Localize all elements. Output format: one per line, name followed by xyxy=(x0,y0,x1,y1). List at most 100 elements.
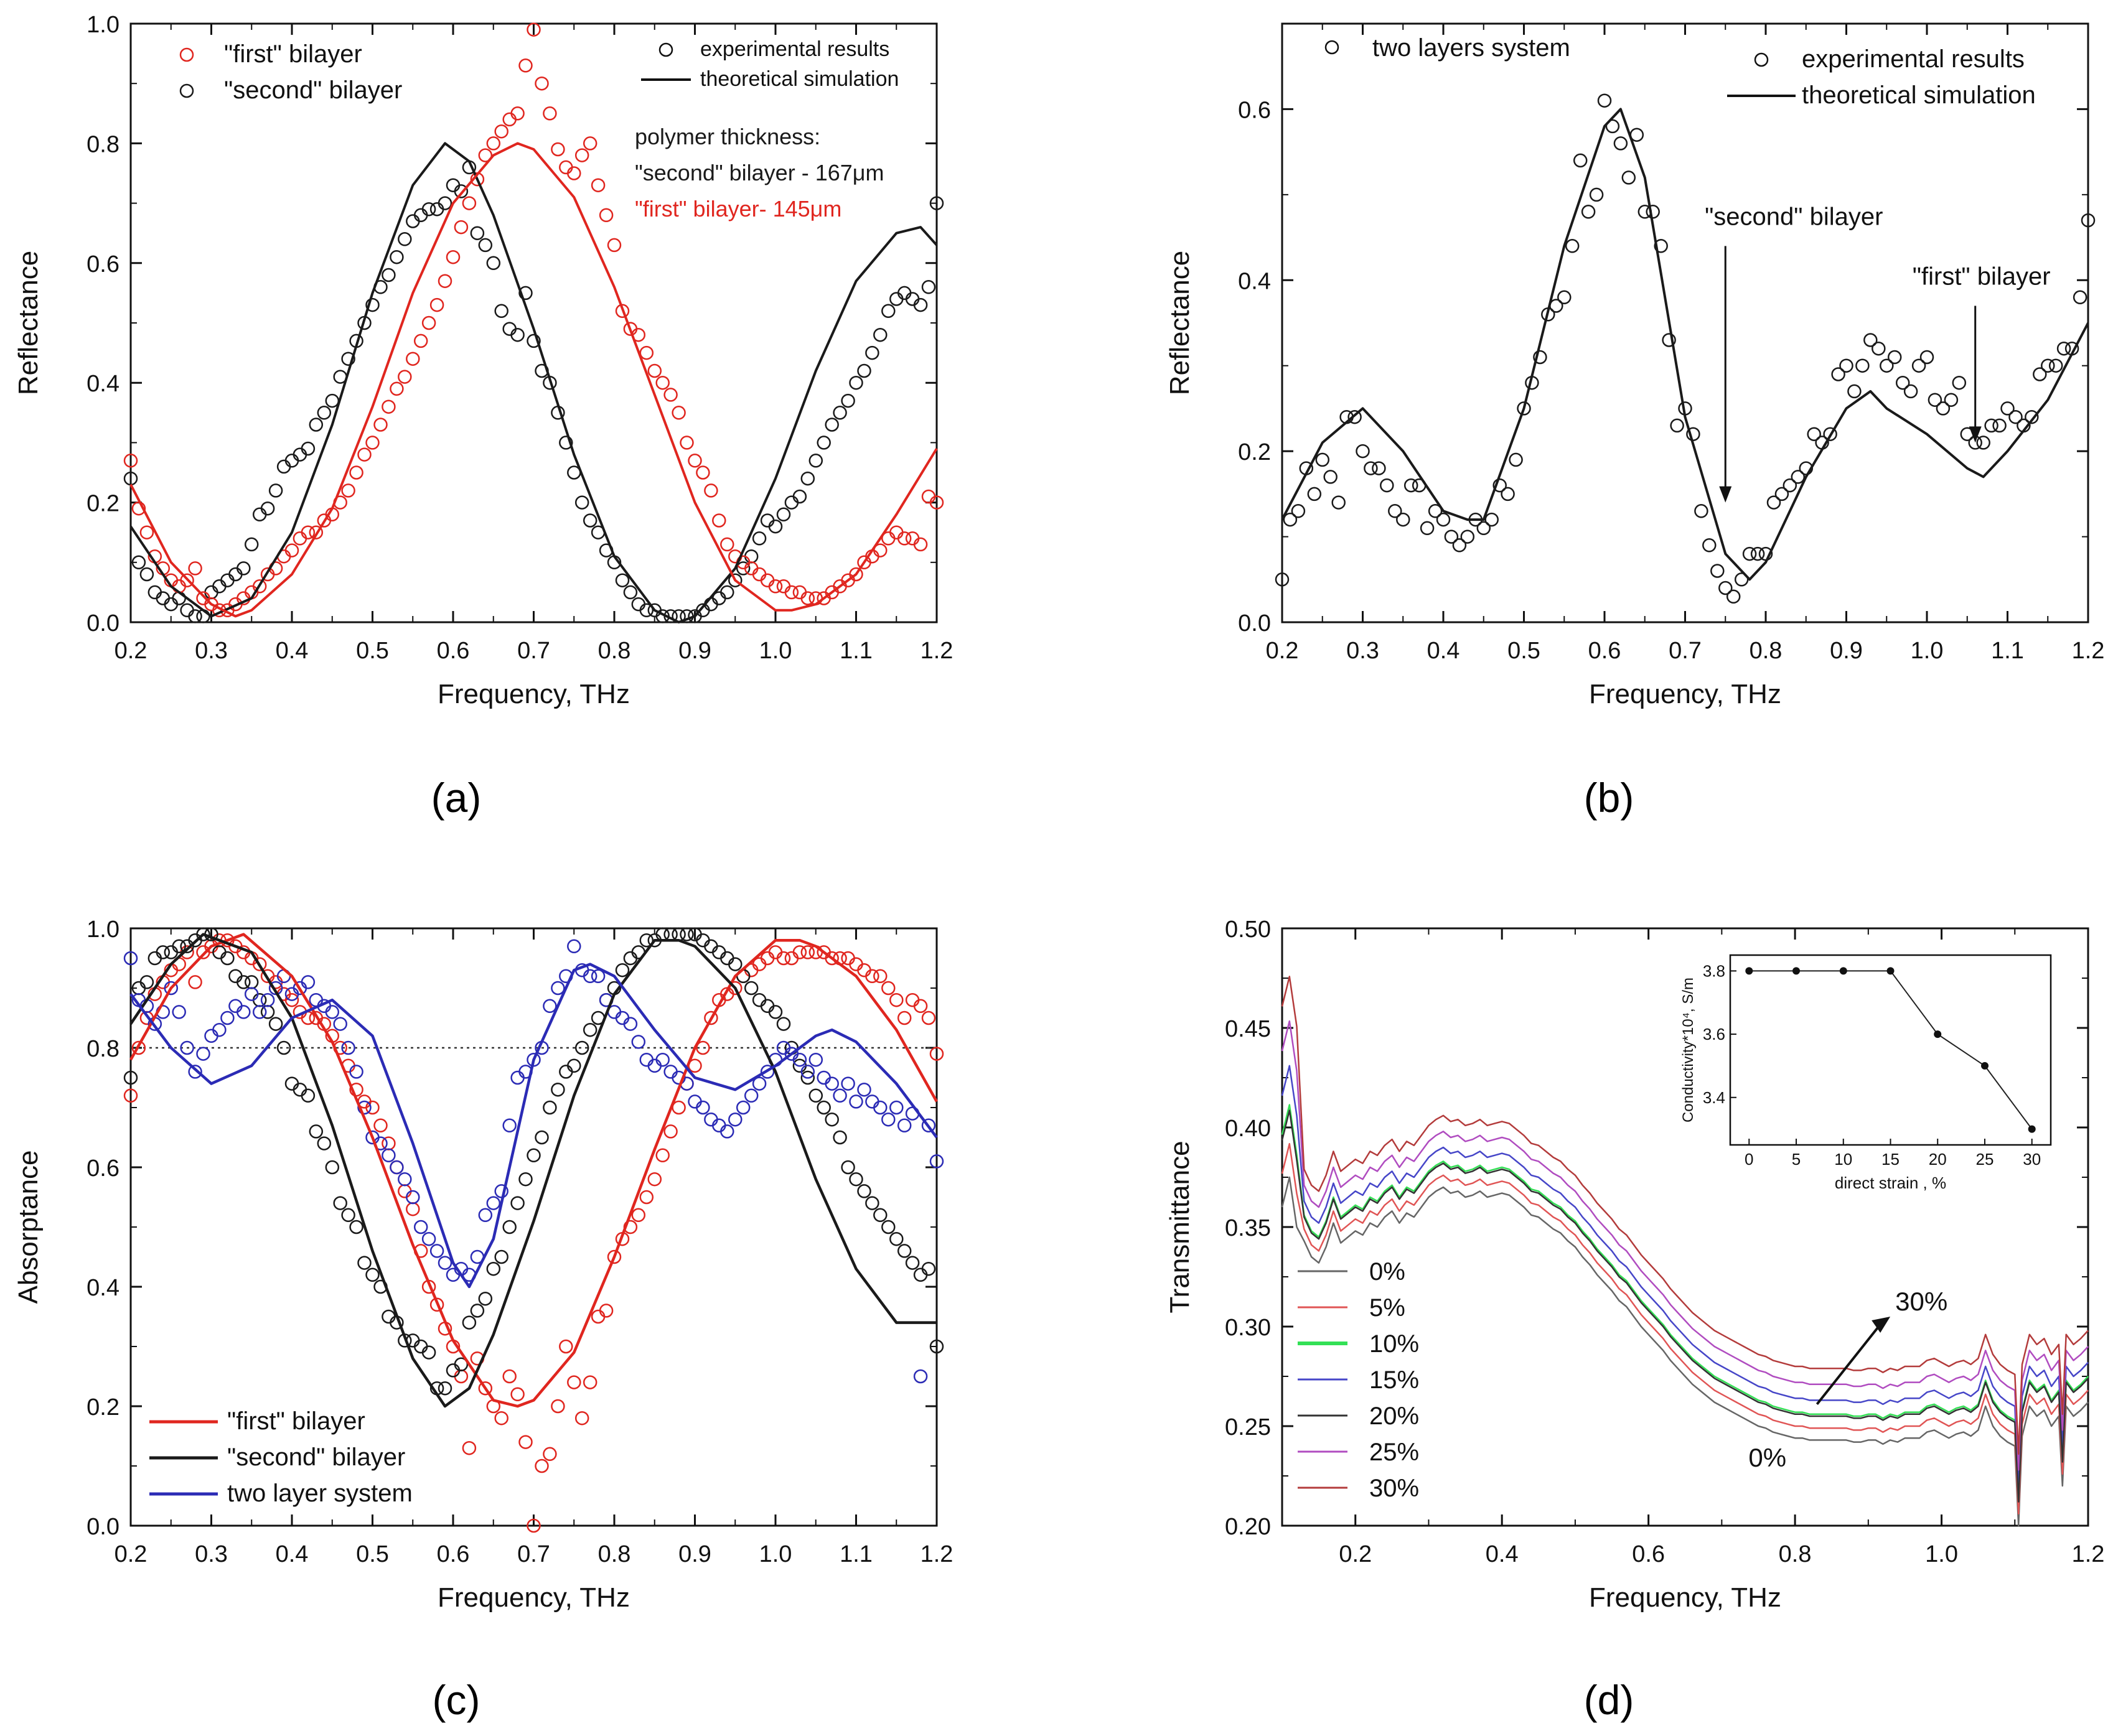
inset-point xyxy=(2028,1125,2036,1133)
x-tick-label: 1.0 xyxy=(759,638,792,664)
annotation-label: "first" bilayer xyxy=(1913,263,2051,291)
scatter-point-black xyxy=(744,981,759,996)
scatter-point-red xyxy=(889,525,904,539)
transmittance-series xyxy=(1281,1176,2089,1527)
inset-x-tick-label: 20 xyxy=(1929,1150,1947,1169)
scatter-point-black xyxy=(752,531,767,546)
scatter-point-black xyxy=(413,1339,428,1354)
scatter-point xyxy=(1718,581,1733,595)
scatter-point-red xyxy=(615,304,630,319)
scatter-point xyxy=(1734,572,1749,587)
scatter-point xyxy=(1863,333,1878,347)
scatter-point-black xyxy=(333,1196,347,1210)
scatter-point-black xyxy=(228,567,243,582)
x-tick-label: 0.9 xyxy=(678,638,711,664)
scatter-point-blue xyxy=(341,1040,355,1055)
scatter-point-blue xyxy=(252,1005,267,1019)
scatter-point-black xyxy=(494,304,508,319)
scatter-point xyxy=(1903,384,1918,399)
scatter-point-red xyxy=(849,567,863,582)
scatter-point-blue xyxy=(921,1118,936,1133)
scatter-point xyxy=(1670,418,1684,433)
scatter-point-blue xyxy=(204,1029,218,1043)
scatter-point-red xyxy=(776,951,791,966)
panel-b-caption: (b) xyxy=(1584,775,1634,821)
x-tick-label: 0.4 xyxy=(1427,638,1460,664)
scatter-point xyxy=(2025,409,2039,424)
y-tick-label: 0.2 xyxy=(87,491,119,517)
scatter-point-black xyxy=(639,603,654,618)
scatter-point-black xyxy=(792,489,807,504)
legend-label: theoretical simulation xyxy=(700,67,899,91)
scatter-point-red xyxy=(284,992,299,1007)
scatter-point-blue xyxy=(172,1005,186,1019)
scatter-point-red xyxy=(398,1184,412,1198)
scatter-point-black xyxy=(382,1309,396,1324)
scatter-point-black xyxy=(196,609,210,623)
panel-d: (d) 0.2 0.4 0.6 0.8 1.0 1.2 0.20 0.25 0.30 0.35 0.… xyxy=(1164,917,2104,1723)
x-tick-label: 0.9 xyxy=(678,1541,711,1567)
x-tick-label: 1.0 xyxy=(759,1541,792,1567)
scatter-point-red xyxy=(873,543,888,558)
scatter-point xyxy=(1766,495,1781,510)
scatter-point-red xyxy=(252,579,267,594)
scatter-point xyxy=(1952,375,1967,390)
y-tick-label: 0.45 xyxy=(1225,1016,1271,1042)
scatter-point-red xyxy=(413,334,428,348)
scatter-point-black xyxy=(406,214,420,228)
scatter-point-blue xyxy=(349,1065,363,1079)
scatter-point-red xyxy=(720,537,734,552)
legend-label: 5% xyxy=(1369,1294,1405,1322)
scatter-point-black xyxy=(429,202,444,217)
y-tick-label: 1.0 xyxy=(87,917,119,943)
y-tick-label: 1.0 xyxy=(87,12,119,38)
scatter-point-red xyxy=(663,1124,678,1139)
scatter-point-blue xyxy=(913,1369,928,1384)
scatter-point-blue xyxy=(712,1118,726,1133)
scatter-point-red xyxy=(591,1309,606,1324)
scatter-point-red xyxy=(494,1411,508,1426)
scatter-point-red xyxy=(309,525,324,539)
scatter-point-red xyxy=(583,136,597,151)
scatter-point-red xyxy=(696,465,710,480)
scatter-point-red xyxy=(672,406,686,420)
inset-y-axis-label: Conductivity*10⁴, S/m xyxy=(1680,978,1697,1122)
legend-label: theoretical simulation xyxy=(1802,82,2036,109)
scatter-point-red xyxy=(406,1202,420,1216)
inset-x-tick-label: 30 xyxy=(2023,1150,2041,1169)
scatter-point-black xyxy=(390,250,404,264)
scatter-point-red xyxy=(929,495,944,510)
scatter-point-black xyxy=(309,418,324,432)
scatter-point-black xyxy=(817,436,831,450)
scatter-point-red xyxy=(704,483,718,498)
scatter-point xyxy=(1831,367,1845,381)
scatter-point-red xyxy=(373,418,388,432)
scatter-point-black xyxy=(527,334,541,348)
x-tick-label: 0.5 xyxy=(356,1541,389,1567)
fit-line-blue xyxy=(129,963,938,1289)
scatter-point-red xyxy=(518,58,533,73)
inset-point xyxy=(1745,967,1753,975)
scatter-point-black xyxy=(712,945,726,959)
legend-marker xyxy=(658,42,673,57)
inset-y-tick-label: 3.8 xyxy=(1703,961,1725,980)
scatter-point-red xyxy=(527,1518,541,1533)
scatter-point xyxy=(1356,444,1370,459)
scatter-point-red xyxy=(486,136,501,151)
scatter-point-black xyxy=(462,1315,477,1330)
scatter-point-black xyxy=(857,1184,871,1198)
scatter-point-black xyxy=(301,441,316,456)
y-tick-label: 0.25 xyxy=(1225,1414,1271,1440)
scatter-point-black xyxy=(889,1231,904,1246)
scatter-point-blue xyxy=(421,1231,436,1246)
scatter-point-red xyxy=(574,1411,589,1426)
scatter-point-black xyxy=(929,1339,944,1354)
scatter-point-black xyxy=(325,1160,340,1175)
scatter-point xyxy=(1791,470,1806,484)
scatter-point-black xyxy=(929,196,944,210)
scatter-point-red xyxy=(131,1040,146,1055)
scatter-point xyxy=(2000,401,2015,416)
x-tick-label: 1.0 xyxy=(1925,1541,1958,1567)
scatter-point-black xyxy=(486,1261,501,1276)
scatter-point-black xyxy=(897,286,912,301)
